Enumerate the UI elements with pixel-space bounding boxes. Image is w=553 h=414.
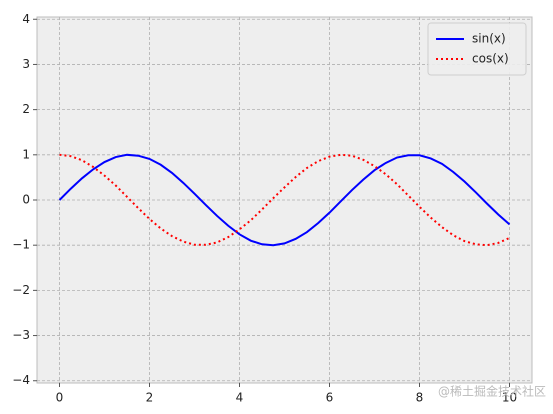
x-tick-label: 10 <box>502 391 517 405</box>
y-tick-label: −3 <box>12 328 30 342</box>
watermark: @稀土掘金技术社区 <box>438 384 546 399</box>
y-tick-label: −1 <box>12 238 30 252</box>
y-tick-label: 0 <box>22 193 30 207</box>
legend-label: cos(x) <box>472 52 509 66</box>
y-tick-label: −2 <box>12 283 30 297</box>
x-tick-label: 2 <box>146 391 154 405</box>
legend-box <box>427 22 527 76</box>
y-tick-label: 3 <box>22 57 30 71</box>
line <box>58 153 511 247</box>
y-tick-label: 2 <box>22 102 30 116</box>
line <box>59 153 510 247</box>
x-tick-label: 4 <box>236 391 244 405</box>
legend-label: sin(x) <box>472 32 506 46</box>
x-tick-label: 8 <box>416 391 424 405</box>
y-tick-label: 1 <box>22 147 30 161</box>
x-tick-label: 6 <box>326 391 334 405</box>
y-tick-label: −4 <box>12 373 30 387</box>
y-tick-label: 4 <box>22 12 30 26</box>
x-tick-label: 0 <box>56 391 64 405</box>
